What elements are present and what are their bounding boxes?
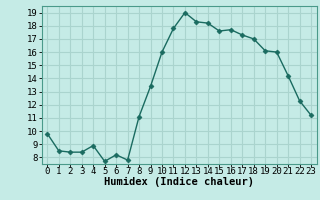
X-axis label: Humidex (Indice chaleur): Humidex (Indice chaleur) [104,177,254,187]
